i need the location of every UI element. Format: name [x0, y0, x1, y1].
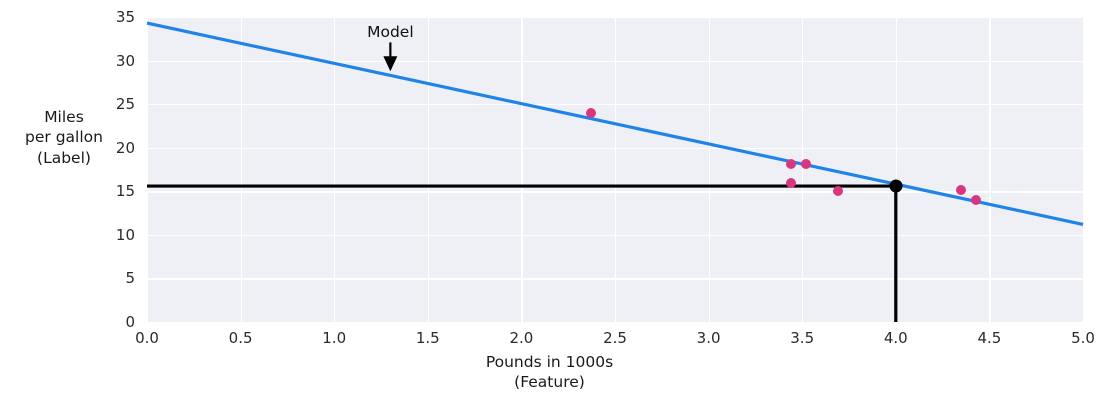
y-gridline	[147, 17, 1083, 19]
x-gridline	[615, 17, 617, 322]
y-gridline	[147, 278, 1083, 280]
x-tick-label: 1.5	[415, 329, 440, 347]
x-gridline	[240, 17, 242, 322]
x-tick-label: 3.0	[696, 329, 721, 347]
y-tick-label: 35	[115, 8, 135, 26]
y-gridline	[147, 60, 1083, 62]
x-tick-label: 2.0	[509, 329, 534, 347]
data-point	[956, 184, 967, 195]
x-tick-label: 0.0	[135, 329, 159, 347]
x-tick-label: 4.5	[977, 329, 1002, 347]
x-gridline	[521, 17, 523, 322]
x-gridline	[802, 17, 804, 322]
x-gridline	[334, 17, 336, 322]
x-gridline	[1083, 17, 1085, 322]
x-tick-label: 2.5	[603, 329, 627, 347]
x-axis-title: Pounds in 1000s (Feature)	[485, 353, 614, 392]
data-point	[785, 177, 796, 188]
y-gridline	[147, 191, 1083, 193]
data-point	[971, 195, 982, 205]
prediction-point	[889, 179, 903, 193]
data-point	[832, 186, 843, 197]
x-gridline	[989, 17, 991, 322]
x-gridline	[147, 17, 149, 322]
plot-area	[147, 17, 1085, 322]
data-point	[785, 159, 796, 170]
x-tick-label: 5.0	[1071, 329, 1095, 347]
y-gridline	[147, 104, 1083, 106]
y-tick-label: 20	[115, 138, 135, 157]
x-tick-label: 1.0	[322, 329, 347, 347]
y-axis-title: Miles per gallon (Label)	[25, 108, 103, 167]
x-gridline	[427, 17, 430, 322]
x-gridline	[895, 17, 898, 322]
model-annotation: Model	[367, 23, 414, 42]
y-gridline	[147, 234, 1083, 237]
x-tick-label: 3.5	[790, 329, 815, 347]
y-tick-label: 5	[125, 269, 135, 288]
y-tick-label: 25	[115, 95, 135, 114]
y-tick-label: 10	[115, 225, 135, 244]
x-tick-label: 4.0	[883, 329, 908, 347]
data-point	[585, 107, 596, 118]
x-gridline	[708, 17, 710, 322]
x-tick-label: 0.5	[228, 329, 253, 347]
y-tick-label: 30	[115, 51, 135, 70]
data-point	[800, 159, 811, 170]
y-gridline	[147, 147, 1083, 149]
y-tick-label: 15	[115, 182, 135, 201]
y-tick-label: 0	[125, 313, 135, 331]
